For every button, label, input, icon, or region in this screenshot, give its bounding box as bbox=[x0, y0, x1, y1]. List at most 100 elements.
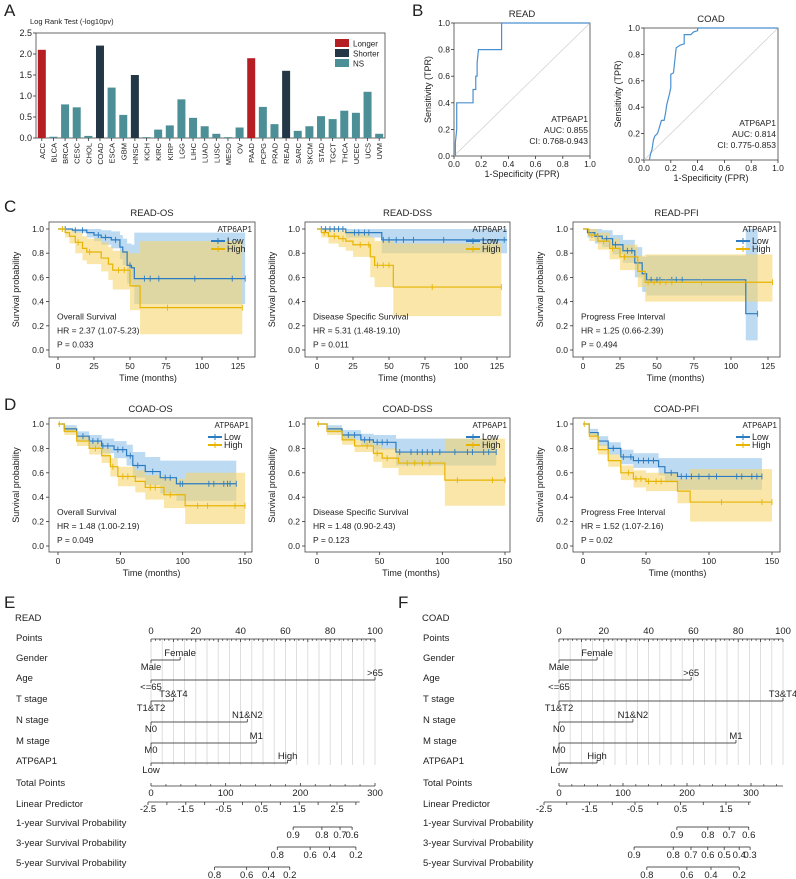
km-annotation: HR = 1.25 (0.66-2.39) bbox=[581, 325, 664, 335]
x-tick-label: 50 bbox=[652, 361, 662, 371]
plot-frame bbox=[572, 221, 781, 358]
legend-label: Shorter bbox=[353, 50, 380, 59]
y-tick-label: 0.8 bbox=[288, 248, 300, 258]
km-annotation: HR = 5.31 (1.48-19.10) bbox=[313, 325, 400, 335]
linear-predictor-tick-label: 0.5 bbox=[674, 804, 687, 815]
survival-tick-label: 0.4 bbox=[323, 850, 336, 861]
points-tick-label: 20 bbox=[191, 626, 202, 637]
y-tick-label: 0.0 bbox=[288, 541, 300, 551]
y-tick-label: 0.2 bbox=[32, 517, 44, 527]
bar-tgct bbox=[328, 119, 337, 138]
km-annotation: Overall Survival bbox=[57, 507, 117, 517]
level-label: T1&T2 bbox=[137, 703, 166, 714]
y-tick-label: 0.8 bbox=[32, 443, 44, 453]
level-label: <=65 bbox=[548, 682, 570, 693]
survival-tick-label: 0.4 bbox=[733, 850, 746, 861]
x-tick-label: 100 bbox=[195, 361, 209, 371]
survival-tick-label: 0.7 bbox=[723, 830, 736, 841]
x-tick-label: 100 bbox=[176, 556, 190, 566]
y-tick-label: 0.8 bbox=[556, 248, 568, 258]
x-tick-label: COAD bbox=[96, 142, 105, 164]
row-label-m-stage: M stage bbox=[423, 736, 457, 747]
y-tick-label: 0.8 bbox=[556, 443, 568, 453]
bar-lihc bbox=[189, 117, 198, 138]
level-label: T1&T2 bbox=[545, 703, 574, 714]
x-tick-label: OV bbox=[236, 143, 245, 154]
x-tick-label: UVM bbox=[375, 143, 384, 160]
survival-tick-label: 0.2 bbox=[283, 870, 296, 879]
legend-label: NS bbox=[353, 60, 364, 69]
points-tick-label: 20 bbox=[599, 626, 610, 637]
chart-title: COAD-DSS bbox=[382, 404, 432, 415]
y-tick-label: 0.0 bbox=[288, 345, 300, 355]
x-tick-label: KIRP bbox=[166, 143, 175, 161]
x-tick-label: 0.4 bbox=[502, 159, 514, 169]
y-tick-label: 0.0 bbox=[32, 541, 44, 551]
y-axis-label: Survival probability bbox=[11, 251, 21, 327]
bar-chol bbox=[84, 135, 93, 138]
roc-annotation: ATP6AP1 bbox=[739, 118, 776, 128]
bar-pcpg bbox=[258, 106, 267, 138]
chart-title: Log Rank Test (-log10pv) bbox=[30, 17, 114, 26]
x-tick-label: 0.2 bbox=[665, 163, 677, 173]
survival-curve-high bbox=[58, 228, 243, 309]
chart-title: COAD-OS bbox=[128, 404, 172, 415]
km-annotation: Disease Specific Survival bbox=[313, 507, 409, 517]
x-tick-label: 0.0 bbox=[448, 159, 460, 169]
x-axis-label: Time (months) bbox=[378, 373, 436, 383]
survival-curve-low bbox=[583, 228, 758, 315]
x-tick-label: 0.8 bbox=[557, 159, 569, 169]
km-annotation: P = 0.02 bbox=[581, 535, 613, 545]
x-axis-label: Time (months) bbox=[119, 373, 177, 383]
x-tick-label: 50 bbox=[116, 556, 126, 566]
x-tick-label: 25 bbox=[348, 361, 358, 371]
row-label-total-points: Total Points bbox=[423, 778, 472, 789]
legend-swatch-shorter bbox=[335, 49, 349, 57]
row-label-gender: Gender bbox=[423, 653, 455, 664]
x-tick-label: UCS bbox=[364, 143, 373, 159]
total-points-tick-label: 300 bbox=[367, 788, 383, 799]
y-tick-label: 0.2 bbox=[288, 517, 300, 527]
y-tick-label: 2.5 bbox=[19, 28, 32, 38]
diagonal-reference-line bbox=[453, 22, 591, 157]
level-label: M1 bbox=[729, 731, 742, 742]
legend-label: Low bbox=[224, 432, 241, 442]
row-label-survival-probability: 3-year Survival Probability bbox=[16, 838, 127, 849]
x-tick-label: KICH bbox=[143, 143, 152, 161]
level-label: Female bbox=[164, 648, 196, 659]
confidence-band-high bbox=[583, 229, 773, 302]
bar-read bbox=[282, 70, 291, 138]
y-tick-label: 0.5 bbox=[19, 112, 32, 122]
row-label-survival-probability: 1-year Survival Probability bbox=[423, 818, 534, 829]
y-axis-label: Survival probability bbox=[535, 251, 545, 327]
x-tick-label: CESC bbox=[73, 142, 82, 163]
survival-tick-label: 0.4 bbox=[704, 870, 717, 879]
level-label: Male bbox=[549, 662, 570, 673]
total-points-tick-label: 200 bbox=[292, 788, 308, 799]
x-tick-label: LUSC bbox=[212, 142, 221, 163]
y-axis-label: Sensitivity (TPR) bbox=[423, 56, 433, 123]
chart-title: COAD bbox=[697, 14, 725, 25]
row-label-points: Points bbox=[423, 633, 450, 644]
x-tick-label: 25 bbox=[89, 361, 99, 371]
level-label: N1&N2 bbox=[618, 710, 649, 721]
survival-tick-label: 0.8 bbox=[701, 830, 714, 841]
y-tick-label: 0.6 bbox=[556, 468, 568, 478]
y-tick-label: 1.0 bbox=[438, 18, 450, 28]
x-tick-label: PAAD bbox=[247, 142, 256, 162]
km-annotation: HR = 1.52 (1.07-2.16) bbox=[581, 521, 664, 531]
x-tick-label: UCEC bbox=[352, 142, 361, 164]
x-tick-label: PCPG bbox=[259, 143, 268, 164]
x-tick-label: 125 bbox=[490, 361, 504, 371]
level-label: Low bbox=[550, 765, 568, 776]
x-axis-label: 1-Specificity (FPR) bbox=[673, 173, 748, 183]
legend-title: ATP6AP1 bbox=[472, 421, 507, 430]
y-tick-label: 1.0 bbox=[32, 419, 44, 429]
total-points-tick-label: 0 bbox=[556, 788, 561, 799]
survival-tick-label: 0.9 bbox=[627, 850, 640, 861]
bar-kich bbox=[142, 137, 151, 138]
row-label-atp6ap1: ATP6AP1 bbox=[423, 756, 464, 767]
y-tick-label: 0.6 bbox=[628, 76, 640, 86]
linear-predictor-tick-label: -2.5 bbox=[536, 804, 552, 815]
survival-tick-label: 0.7 bbox=[333, 830, 346, 841]
